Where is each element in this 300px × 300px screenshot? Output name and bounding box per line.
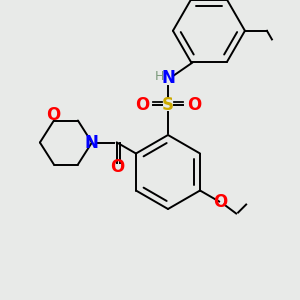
Text: O: O [187,96,201,114]
Text: O: O [135,96,149,114]
Text: H: H [154,70,164,83]
Text: N: N [161,69,175,87]
Text: O: O [213,193,227,211]
Text: O: O [110,158,124,176]
Text: O: O [46,106,60,124]
Text: S: S [162,96,174,114]
Text: N: N [85,134,99,152]
